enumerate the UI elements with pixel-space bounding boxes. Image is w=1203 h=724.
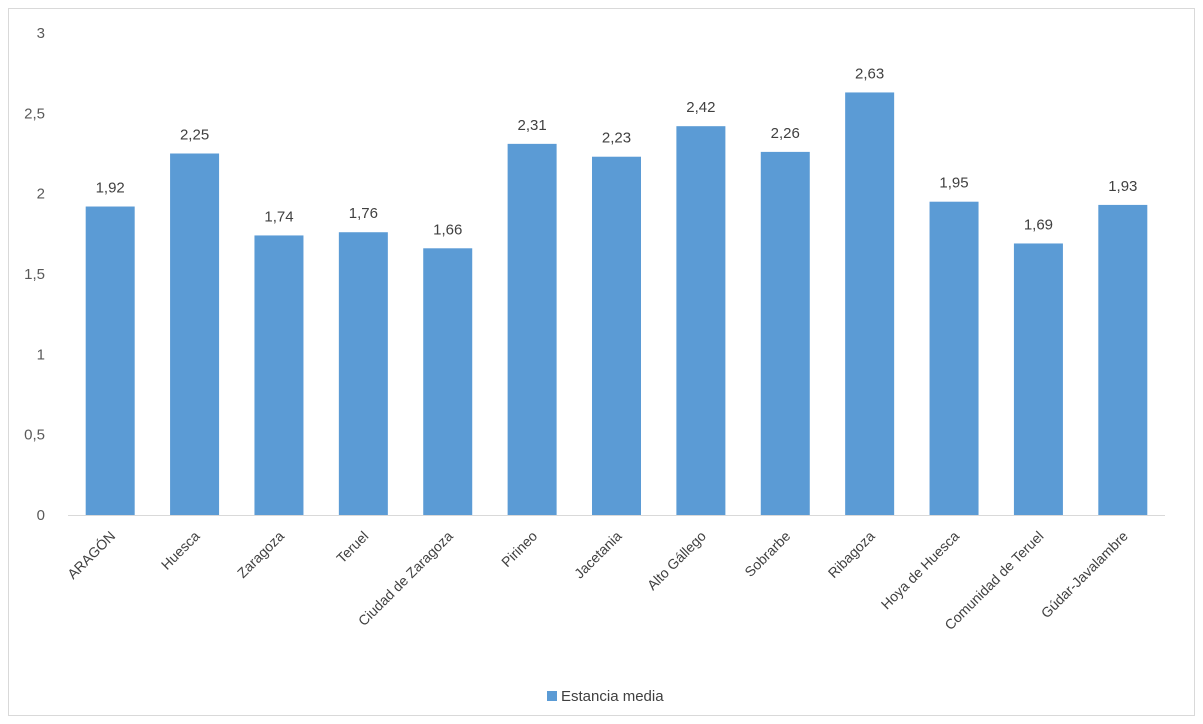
y-axis: 0 0,5 1 1,5 2 2,5 3 (24, 25, 45, 524)
data-label: 2,25 (180, 127, 209, 144)
bar (1098, 204, 1148, 515)
data-label: 2,26 (771, 125, 800, 142)
x-tick-label: Gúdar-Javalambre (1038, 528, 1131, 621)
bar (254, 235, 304, 515)
y-tick-label: 2,5 (24, 105, 45, 122)
data-labels: 1,92 2,25 1,74 1,76 1,66 2,31 2,23 2,42 2,26 2,63… (96, 65, 1138, 238)
data-label: 2,42 (686, 99, 715, 116)
data-label: 1,66 (433, 221, 462, 238)
data-label: 1,74 (264, 208, 293, 225)
bar (338, 232, 388, 515)
bar (929, 201, 979, 515)
data-label: 1,93 (1108, 178, 1137, 195)
bar (592, 156, 641, 516)
bar (845, 92, 895, 516)
legend-label-estancia-media: Estancia media (561, 688, 664, 705)
x-tick-label: Pirineo (498, 528, 540, 570)
x-tick-label: Hoya de Huesca (878, 528, 963, 613)
data-label: 1,95 (939, 175, 968, 192)
data-label: 2,23 (602, 130, 631, 147)
y-tick-label: 1 (37, 346, 45, 363)
x-tick-label: Huesca (158, 528, 203, 573)
bar (760, 151, 810, 516)
legend-swatch-estancia-media (547, 691, 557, 701)
data-label: 2,31 (518, 117, 547, 134)
y-tick-label: 1,5 (24, 266, 45, 283)
x-tick-label: Ribagoza (825, 528, 878, 581)
y-tick-label: 0 (37, 507, 45, 524)
bar (85, 206, 135, 515)
data-label: 1,76 (349, 205, 378, 222)
data-label: 2,63 (855, 65, 884, 82)
data-label: 1,69 (1024, 216, 1053, 233)
x-tick-label: Jacetania (571, 528, 625, 582)
bar (170, 153, 220, 515)
bars (85, 92, 1148, 516)
bar (507, 143, 557, 516)
bar (423, 248, 473, 515)
y-tick-label: 0,5 (24, 427, 45, 444)
x-tick-label: Zaragoza (234, 528, 287, 581)
bar (1013, 243, 1063, 515)
x-tick-label: Alto Gállego (644, 528, 709, 593)
y-tick-label: 2 (37, 186, 45, 203)
legend: Estancia media (547, 688, 664, 705)
x-tick-label: ARAGÓN (64, 528, 118, 582)
x-tick-label: Sobrarbe (741, 528, 793, 580)
bar (676, 126, 726, 515)
x-tick-label: Ciudad de Zaragoza (355, 528, 456, 629)
y-tick-label: 3 (37, 25, 45, 42)
data-label: 1,92 (96, 180, 125, 197)
x-tick-label: Teruel (333, 528, 371, 566)
